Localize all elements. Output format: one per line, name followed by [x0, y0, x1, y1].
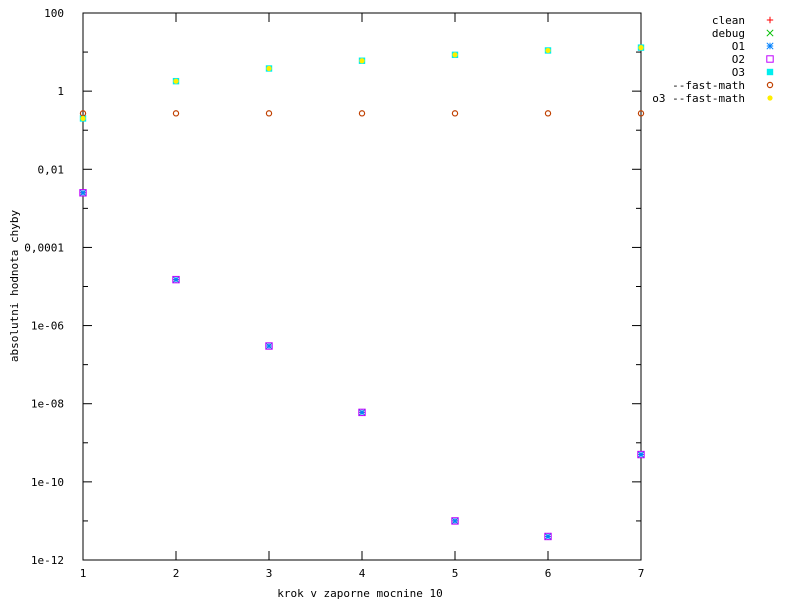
data-point: [767, 95, 773, 101]
x-tick-label: 6: [545, 567, 552, 580]
legend-label: --fast-math: [672, 79, 745, 92]
data-point: [358, 408, 366, 417]
data-point: [172, 275, 180, 284]
series-1: [79, 189, 645, 541]
y-tick-label: 0,0001: [24, 241, 64, 254]
y-tick-label: 1e-08: [31, 398, 64, 411]
data-point: [173, 78, 179, 84]
data-point: [265, 110, 273, 117]
data-point: [266, 65, 272, 72]
y-tick-label: 1e-10: [31, 476, 64, 489]
data-point: [766, 16, 774, 24]
data-point: [451, 517, 459, 525]
data-point: [172, 276, 180, 284]
x-tick-label: 2: [173, 567, 180, 580]
y-tick-label: 100: [44, 7, 64, 20]
data-point: [766, 68, 774, 76]
data-point: [265, 342, 273, 350]
x-axis-label: krok v zaporne mocnine 10: [277, 587, 443, 600]
data-point: [638, 45, 644, 51]
y-tick-label: 1e-06: [31, 320, 64, 333]
legend-label: O2: [732, 53, 745, 66]
plot-frame: [82, 12, 642, 561]
data-point: [79, 189, 87, 197]
data-point: [766, 81, 774, 89]
x-tick-label: 7: [638, 567, 645, 580]
x-axis: 1 2 3 4 5 6 7: [80, 13, 645, 580]
data-point: [172, 110, 180, 117]
y-axis-label: absolutni hodnota chyby: [8, 209, 21, 362]
data-point: [451, 517, 459, 525]
data-points: [79, 44, 645, 541]
data-point: [265, 342, 273, 350]
y-axis: 100 1 0,01 0,0001 1e-06 1e-08 1e-10 1e-12: [24, 7, 641, 567]
data-point: [637, 450, 645, 459]
data-point: [637, 450, 645, 459]
series-3: [79, 189, 645, 541]
legend-label: clean: [712, 14, 745, 27]
data-point: [545, 47, 551, 54]
data-point: [766, 29, 774, 37]
data-point: [637, 110, 645, 117]
legend-label: o3 --fast-math: [652, 92, 745, 105]
data-point: [358, 110, 366, 117]
data-point: [544, 532, 552, 541]
x-tick-label: 3: [266, 567, 273, 580]
data-point: [451, 110, 459, 117]
legend-label: debug: [712, 27, 745, 40]
series-0: [79, 189, 645, 540]
series-5: [79, 110, 645, 117]
x-tick-label: 1: [80, 567, 87, 580]
data-point: [544, 110, 552, 117]
series-2: [79, 189, 645, 541]
series-6: [80, 45, 644, 122]
y-tick-label: 1: [57, 85, 64, 98]
data-point: [452, 52, 458, 58]
data-point: [544, 532, 552, 541]
data-point: [766, 55, 774, 63]
y-tick-label: 1e-12: [31, 554, 64, 567]
data-point: [358, 408, 366, 416]
legend-label: O3: [732, 66, 745, 79]
data-point: [79, 189, 87, 197]
data-point: [766, 42, 774, 50]
x-tick-label: 5: [452, 567, 459, 580]
y-tick-label: 0,01: [38, 163, 65, 176]
legend-label: O1: [732, 40, 745, 53]
series-4: [79, 44, 645, 122]
data-point: [359, 58, 365, 64]
x-tick-label: 4: [359, 567, 366, 580]
data-point: [80, 115, 86, 122]
